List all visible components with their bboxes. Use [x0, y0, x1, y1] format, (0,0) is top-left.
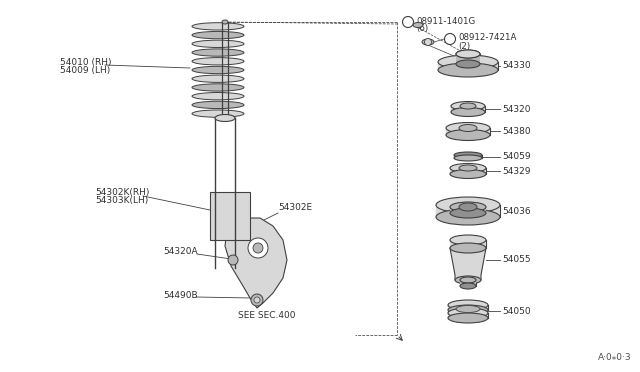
Ellipse shape [460, 103, 476, 109]
Bar [438, 62, 498, 70]
Ellipse shape [460, 283, 476, 289]
Bar [436, 205, 500, 217]
Text: (6): (6) [416, 25, 428, 33]
Text: 54330: 54330 [502, 61, 531, 71]
Circle shape [403, 16, 413, 28]
Polygon shape [450, 248, 486, 280]
Ellipse shape [450, 208, 486, 218]
Ellipse shape [422, 39, 434, 45]
Text: 54009 (LH): 54009 (LH) [60, 67, 110, 76]
Circle shape [248, 238, 268, 258]
Text: 54302E: 54302E [278, 203, 312, 212]
Text: 54320: 54320 [502, 105, 531, 113]
Ellipse shape [450, 202, 486, 212]
Circle shape [253, 243, 263, 253]
Text: 54036: 54036 [502, 206, 531, 215]
Ellipse shape [192, 66, 244, 74]
Ellipse shape [413, 22, 423, 28]
Circle shape [254, 297, 260, 303]
Ellipse shape [192, 84, 244, 91]
Text: 54380: 54380 [502, 126, 531, 135]
Ellipse shape [192, 110, 244, 117]
Ellipse shape [436, 209, 500, 225]
Text: A·0⁎0·3: A·0⁎0·3 [598, 353, 632, 362]
Ellipse shape [456, 305, 480, 312]
Ellipse shape [448, 308, 488, 318]
Circle shape [424, 38, 431, 45]
Ellipse shape [450, 164, 486, 173]
Text: N: N [447, 35, 453, 44]
Ellipse shape [446, 129, 490, 141]
Text: (2): (2) [458, 42, 470, 51]
Circle shape [228, 255, 238, 265]
Ellipse shape [451, 102, 485, 110]
Ellipse shape [454, 152, 482, 158]
Ellipse shape [450, 170, 486, 179]
Text: 54490B: 54490B [163, 292, 198, 301]
Text: SEE SEC.400: SEE SEC.400 [238, 311, 296, 321]
Ellipse shape [192, 23, 244, 30]
Ellipse shape [450, 235, 486, 245]
Ellipse shape [456, 50, 480, 58]
Ellipse shape [460, 277, 476, 283]
Text: 54329: 54329 [502, 167, 531, 176]
Ellipse shape [450, 243, 486, 253]
Ellipse shape [192, 75, 244, 82]
Bar [450, 207, 486, 213]
Text: 54010 (RH): 54010 (RH) [60, 58, 111, 67]
Text: 08911-1401G: 08911-1401G [416, 16, 476, 26]
Ellipse shape [459, 165, 477, 171]
Bar [456, 54, 480, 64]
Ellipse shape [451, 108, 485, 116]
Bar [448, 313, 488, 318]
Ellipse shape [192, 40, 244, 48]
Ellipse shape [438, 63, 498, 77]
Ellipse shape [192, 93, 244, 100]
Ellipse shape [438, 55, 498, 69]
Ellipse shape [455, 276, 481, 284]
Text: N: N [405, 17, 411, 26]
Bar [450, 168, 486, 174]
Text: 54050: 54050 [502, 307, 531, 315]
Ellipse shape [448, 305, 488, 315]
Ellipse shape [192, 101, 244, 109]
Ellipse shape [456, 50, 480, 58]
Bar [454, 155, 482, 158]
Bar [450, 240, 486, 248]
Ellipse shape [192, 31, 244, 39]
Circle shape [445, 33, 456, 45]
Ellipse shape [436, 197, 500, 213]
Circle shape [251, 294, 263, 306]
Ellipse shape [192, 58, 244, 65]
Bar [448, 305, 488, 310]
Ellipse shape [192, 49, 244, 56]
Ellipse shape [448, 300, 488, 310]
Text: 54059: 54059 [502, 152, 531, 161]
Ellipse shape [459, 125, 477, 131]
Bar [451, 106, 485, 112]
Text: 54302K(RH): 54302K(RH) [95, 187, 149, 196]
Ellipse shape [446, 122, 490, 134]
Text: 54055: 54055 [502, 256, 531, 264]
Ellipse shape [456, 60, 480, 68]
Ellipse shape [454, 155, 482, 161]
Ellipse shape [222, 20, 228, 24]
Ellipse shape [448, 313, 488, 323]
Ellipse shape [215, 115, 235, 122]
Text: 54303K(LH): 54303K(LH) [95, 196, 148, 205]
Bar [446, 128, 490, 135]
Text: 08912-7421A: 08912-7421A [458, 33, 516, 42]
Bar [460, 280, 476, 286]
Bar [210, 192, 250, 240]
Polygon shape [225, 218, 287, 308]
Text: 54320A: 54320A [163, 247, 198, 257]
Ellipse shape [459, 203, 477, 211]
